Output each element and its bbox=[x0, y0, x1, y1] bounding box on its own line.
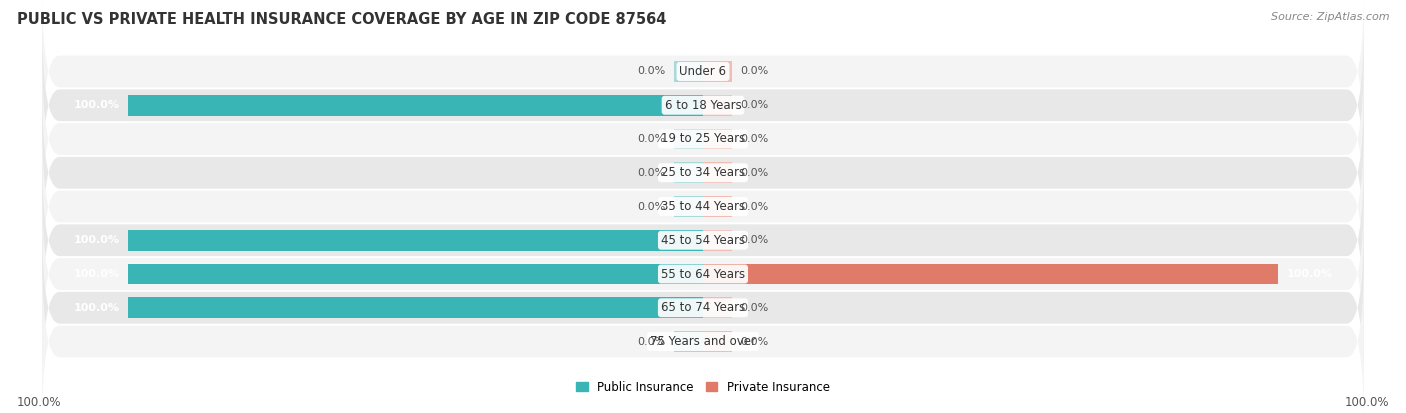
Bar bbox=[128, 230, 703, 251]
Text: 75 Years and over: 75 Years and over bbox=[650, 335, 756, 348]
Text: 0.0%: 0.0% bbox=[741, 66, 769, 76]
Bar bbox=[675, 162, 703, 183]
Bar bbox=[128, 95, 703, 116]
Text: 0.0%: 0.0% bbox=[741, 337, 769, 347]
FancyBboxPatch shape bbox=[42, 54, 1364, 224]
Text: 100.0%: 100.0% bbox=[1286, 269, 1333, 279]
Bar bbox=[703, 61, 731, 82]
Bar bbox=[703, 263, 1278, 285]
Bar bbox=[703, 128, 731, 150]
Text: 100.0%: 100.0% bbox=[73, 100, 120, 110]
Text: 0.0%: 0.0% bbox=[637, 337, 665, 347]
Bar bbox=[128, 297, 703, 318]
FancyBboxPatch shape bbox=[42, 222, 1364, 393]
Text: 25 to 34 Years: 25 to 34 Years bbox=[661, 166, 745, 179]
Text: 100.0%: 100.0% bbox=[17, 396, 62, 409]
Bar bbox=[703, 95, 731, 116]
Text: 100.0%: 100.0% bbox=[1344, 396, 1389, 409]
Bar bbox=[675, 196, 703, 217]
Text: 0.0%: 0.0% bbox=[741, 168, 769, 178]
Text: 0.0%: 0.0% bbox=[741, 100, 769, 110]
Text: 0.0%: 0.0% bbox=[741, 235, 769, 245]
Bar bbox=[675, 61, 703, 82]
Legend: Public Insurance, Private Insurance: Public Insurance, Private Insurance bbox=[571, 376, 835, 399]
Text: 100.0%: 100.0% bbox=[73, 269, 120, 279]
FancyBboxPatch shape bbox=[42, 20, 1364, 191]
Text: 0.0%: 0.0% bbox=[637, 134, 665, 144]
FancyBboxPatch shape bbox=[42, 256, 1364, 413]
Bar bbox=[703, 331, 731, 352]
FancyBboxPatch shape bbox=[42, 88, 1364, 258]
Bar bbox=[675, 128, 703, 150]
Bar bbox=[128, 263, 703, 285]
Bar bbox=[703, 162, 731, 183]
Text: 19 to 25 Years: 19 to 25 Years bbox=[661, 133, 745, 145]
Bar bbox=[703, 196, 731, 217]
Text: 65 to 74 Years: 65 to 74 Years bbox=[661, 301, 745, 314]
Text: 100.0%: 100.0% bbox=[73, 235, 120, 245]
Text: PUBLIC VS PRIVATE HEALTH INSURANCE COVERAGE BY AGE IN ZIP CODE 87564: PUBLIC VS PRIVATE HEALTH INSURANCE COVER… bbox=[17, 12, 666, 27]
FancyBboxPatch shape bbox=[42, 155, 1364, 325]
FancyBboxPatch shape bbox=[42, 189, 1364, 359]
Text: 0.0%: 0.0% bbox=[637, 66, 665, 76]
Text: 6 to 18 Years: 6 to 18 Years bbox=[665, 99, 741, 112]
Text: 100.0%: 100.0% bbox=[73, 303, 120, 313]
Text: 0.0%: 0.0% bbox=[741, 202, 769, 211]
Text: 0.0%: 0.0% bbox=[637, 168, 665, 178]
Text: 0.0%: 0.0% bbox=[741, 134, 769, 144]
Text: 0.0%: 0.0% bbox=[741, 303, 769, 313]
Text: Under 6: Under 6 bbox=[679, 65, 727, 78]
Text: 55 to 64 Years: 55 to 64 Years bbox=[661, 268, 745, 280]
Bar bbox=[703, 230, 731, 251]
Text: 35 to 44 Years: 35 to 44 Years bbox=[661, 200, 745, 213]
Bar bbox=[675, 331, 703, 352]
Text: Source: ZipAtlas.com: Source: ZipAtlas.com bbox=[1271, 12, 1389, 22]
Text: 45 to 54 Years: 45 to 54 Years bbox=[661, 234, 745, 247]
Text: 0.0%: 0.0% bbox=[637, 202, 665, 211]
Bar bbox=[703, 297, 731, 318]
FancyBboxPatch shape bbox=[42, 0, 1364, 157]
FancyBboxPatch shape bbox=[42, 121, 1364, 292]
